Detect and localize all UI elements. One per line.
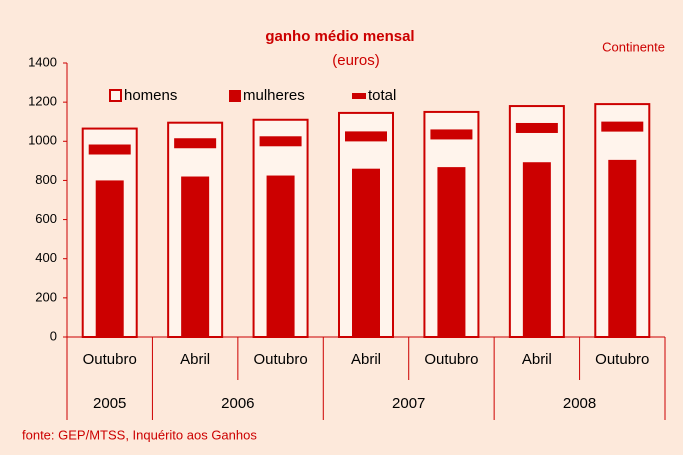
bar-mulheres <box>437 167 466 337</box>
x-tick-label: Outubro <box>424 351 478 368</box>
bar-mulheres <box>522 162 551 337</box>
bar-mulheres <box>95 180 124 337</box>
legend-label: homens <box>124 87 177 104</box>
x-tick-label: Outubro <box>83 351 137 368</box>
chart-title: ganho médio mensal <box>265 28 414 45</box>
legend-label: mulheres <box>243 87 305 104</box>
marker-total <box>515 122 558 133</box>
year-label: 2007 <box>392 395 425 412</box>
bar-mulheres <box>352 168 380 337</box>
y-tick-label: 0 <box>50 328 57 343</box>
x-tick-label: Abril <box>180 351 210 368</box>
bar-mulheres <box>608 159 637 337</box>
chart-subtitle: (euros) <box>332 52 380 69</box>
y-tick-label: 1200 <box>28 94 57 109</box>
y-tick-label: 1400 <box>28 54 57 69</box>
marker-total <box>259 136 302 147</box>
marker-total <box>174 138 217 149</box>
legend-swatch <box>229 90 241 102</box>
annotation: Continente <box>602 39 665 54</box>
y-tick-label: 1000 <box>28 133 57 148</box>
year-label: 2008 <box>563 395 596 412</box>
marker-total <box>430 129 473 140</box>
bar-mulheres <box>181 176 210 337</box>
legend-swatch <box>109 89 122 102</box>
x-tick-label: Abril <box>351 351 381 368</box>
source: fonte: GEP/MTSS, Inquérito aos Ganhos <box>22 427 257 442</box>
y-tick-label: 600 <box>35 211 57 226</box>
legend-label: total <box>368 87 396 104</box>
marker-total <box>88 144 131 155</box>
marker-total <box>345 131 387 142</box>
marker-total <box>601 121 644 132</box>
y-tick-label: 800 <box>35 172 57 187</box>
year-label: 2005 <box>93 395 126 412</box>
year-label: 2006 <box>221 395 254 412</box>
bar-mulheres <box>266 175 295 337</box>
x-tick-label: Abril <box>522 351 552 368</box>
x-tick-label: Outubro <box>595 351 649 368</box>
legend-swatch <box>352 93 366 99</box>
y-tick-label: 200 <box>35 289 57 304</box>
y-tick-label: 400 <box>35 250 57 265</box>
x-tick-label: Outubro <box>253 351 307 368</box>
